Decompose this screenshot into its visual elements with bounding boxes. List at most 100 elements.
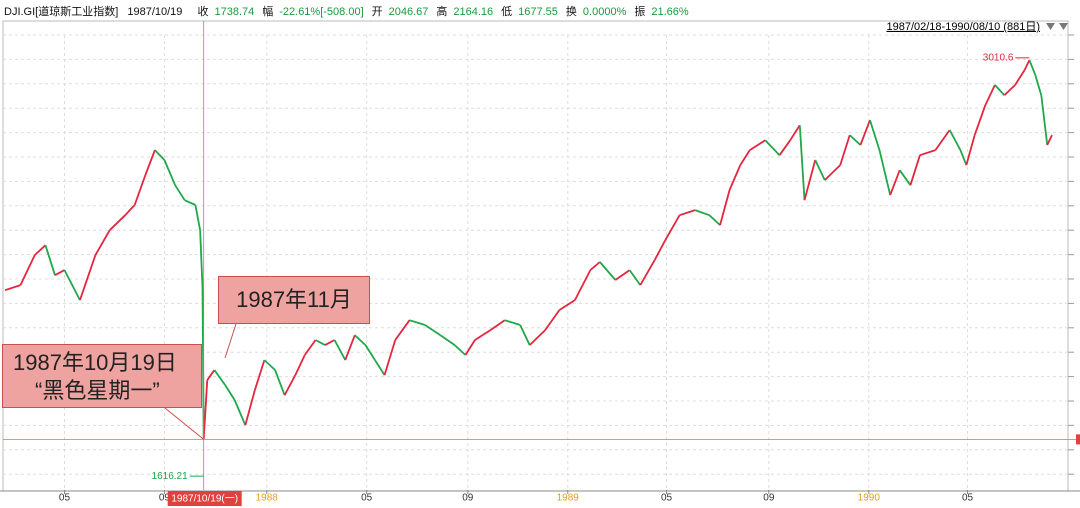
price-bar (294, 354, 306, 376)
field-value: -22.61%[-508.00] (279, 6, 364, 18)
field-label: 开 (371, 6, 383, 18)
price-bar (869, 119, 881, 151)
price-bar (244, 389, 256, 426)
field-value: 21.66% (651, 6, 689, 18)
range-label: 1987/02/18-1990/08/10 (881日) (886, 21, 1040, 33)
crosshair-label: 1987/10/19(一) (171, 494, 238, 505)
price-bar (344, 334, 356, 361)
price-bar (274, 369, 286, 396)
price-bar (889, 169, 901, 196)
price-bar (694, 209, 710, 217)
price-bar (439, 334, 456, 346)
x-tick-label: 09 (763, 493, 775, 504)
price-bar (504, 319, 521, 326)
price-bar (409, 319, 426, 326)
price-bar (859, 119, 871, 146)
price-bar (529, 329, 546, 346)
price-bar (653, 239, 667, 261)
price-bar (764, 139, 781, 156)
price-bar (394, 319, 411, 341)
x-tick-label: 1990 (858, 493, 881, 504)
price-bar (224, 384, 236, 401)
field-value: 1738.74 (214, 6, 255, 18)
price-bar (803, 159, 817, 201)
price-bar (4, 284, 21, 292)
price-bar (374, 359, 386, 376)
price-bar (749, 139, 766, 151)
price-bar (383, 339, 397, 376)
price-bar (589, 261, 601, 271)
price-bar (206, 369, 216, 381)
price-bar (144, 149, 156, 176)
price-bar (315, 339, 326, 346)
price-bar (464, 339, 476, 356)
annotation-pointer (224, 323, 237, 359)
price-bar (599, 261, 617, 281)
price-bar (79, 254, 97, 301)
price-bar (1014, 69, 1026, 86)
price-bar (919, 149, 936, 157)
price-bar (639, 259, 656, 286)
price-bar (948, 129, 962, 151)
price-bar (519, 324, 531, 346)
price-bar (1034, 74, 1043, 96)
price-bar (973, 104, 987, 136)
price-bar (474, 329, 491, 341)
field-label: 低 (501, 6, 513, 18)
price-bar (174, 184, 186, 201)
price-bar (333, 339, 347, 361)
price-bar (1040, 95, 1049, 146)
field-value: 2046.67 (388, 6, 429, 18)
price-bar (253, 359, 266, 391)
field-label: 收 (197, 6, 209, 18)
price-bar (283, 374, 297, 396)
price-bar (679, 209, 696, 217)
x-tick-label: 1988 (256, 493, 279, 504)
x-tick-label: 05 (59, 493, 71, 504)
field-value: 0.0000% (582, 6, 627, 18)
max-label: 3010.6 (983, 52, 1014, 63)
price-bar (798, 125, 806, 201)
price-marker (1076, 434, 1080, 445)
price-bar (909, 154, 921, 186)
x-tick-label: 05 (661, 493, 673, 504)
x-tick-label: 09 (159, 493, 171, 504)
price-bar (54, 269, 65, 276)
price-bar (133, 174, 147, 206)
price-bar (898, 169, 912, 186)
price-bar (124, 204, 136, 216)
symbol: DJI.GI[道琼斯工业指数] (4, 6, 119, 18)
price-bar (44, 244, 56, 276)
price-bar (814, 159, 826, 181)
crosshair-label-bg (167, 491, 242, 506)
x-tick-label: 1989 (557, 493, 580, 504)
price-bar (263, 359, 276, 371)
price-bar (1046, 134, 1053, 146)
min-label: 1616.21 (152, 471, 189, 482)
price-bar (1028, 59, 1037, 76)
price-bar (364, 344, 376, 361)
price-bar (558, 299, 576, 311)
price-bar (934, 129, 951, 151)
price-bar (94, 229, 111, 256)
annotation: 1987年11月 (218, 276, 370, 324)
price-bar (994, 84, 1006, 96)
price-bar (959, 149, 968, 166)
price-bar (194, 204, 202, 231)
price-bar (728, 164, 742, 191)
price-bar (544, 309, 561, 331)
price-bar (233, 399, 247, 426)
price-bar (489, 319, 506, 331)
price-bar (109, 214, 126, 231)
price-bar (163, 159, 176, 186)
price-bar (424, 324, 441, 336)
price-bar (849, 134, 862, 146)
price-bar (354, 334, 367, 346)
field-label: 换 (565, 6, 577, 18)
plot-frame (2, 20, 1069, 492)
price-bar (965, 134, 976, 166)
price-bar (664, 214, 681, 241)
price-bar (63, 269, 81, 301)
price-bar (1023, 59, 1031, 71)
